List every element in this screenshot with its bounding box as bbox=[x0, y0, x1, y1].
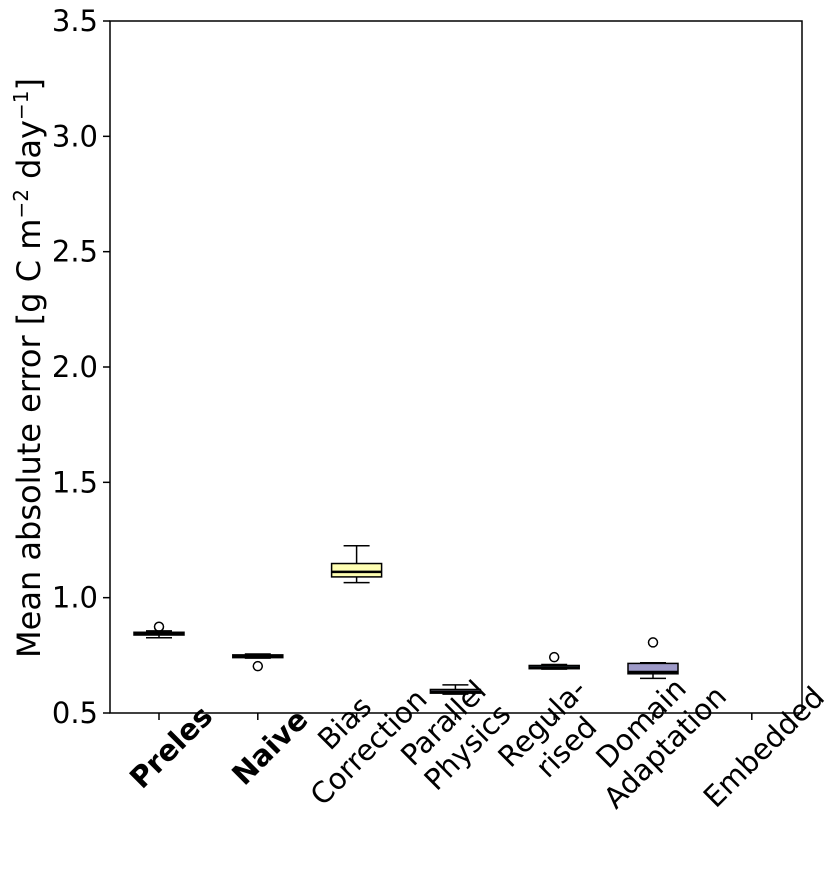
box-body bbox=[330, 562, 383, 578]
outlier-point bbox=[647, 637, 659, 648]
box-preles bbox=[133, 621, 185, 639]
y-axis-title-sup1: −2 bbox=[9, 189, 33, 218]
y-tick-label: 3.5 bbox=[52, 4, 98, 38]
outlier-point bbox=[252, 660, 264, 672]
outlier-point bbox=[153, 621, 165, 632]
y-tick-label: 0.5 bbox=[52, 696, 98, 730]
y-axis-title-mid: day bbox=[10, 120, 48, 189]
y-tick-label: 2.0 bbox=[52, 350, 98, 384]
box-regularised bbox=[528, 651, 580, 670]
box-naive bbox=[232, 653, 284, 672]
y-tick-label: 3.0 bbox=[52, 119, 98, 153]
outlier-point bbox=[548, 651, 560, 663]
boxes-layer bbox=[133, 545, 679, 695]
y-axis: 0.5 1.0 1.5 2.0 2.5 3.0 3.5 bbox=[52, 4, 110, 730]
box-parallel-physics bbox=[429, 684, 482, 695]
plot-frame bbox=[109, 20, 803, 714]
y-axis-title-sup2: −1 bbox=[9, 91, 33, 120]
y-tick-label: 1.5 bbox=[52, 465, 98, 499]
y-tick-label: 2.5 bbox=[52, 235, 98, 269]
x-category-label: Naive bbox=[225, 702, 314, 791]
y-axis-title-end: ] bbox=[10, 78, 48, 90]
box-bias-correction bbox=[330, 545, 383, 584]
y-axis-title: Mean absolute error [g C m−2 day−1] bbox=[9, 78, 48, 658]
box-domain-adaptation bbox=[627, 637, 679, 680]
y-tick-label: 1.0 bbox=[52, 581, 98, 615]
box-body bbox=[627, 662, 679, 675]
x-category-label-line: Naive bbox=[225, 702, 314, 791]
x-category-label: Regula-rised bbox=[491, 672, 617, 798]
x-axis: Preles NaiveBiasCorrectionParallelPhysics… bbox=[123, 671, 830, 815]
